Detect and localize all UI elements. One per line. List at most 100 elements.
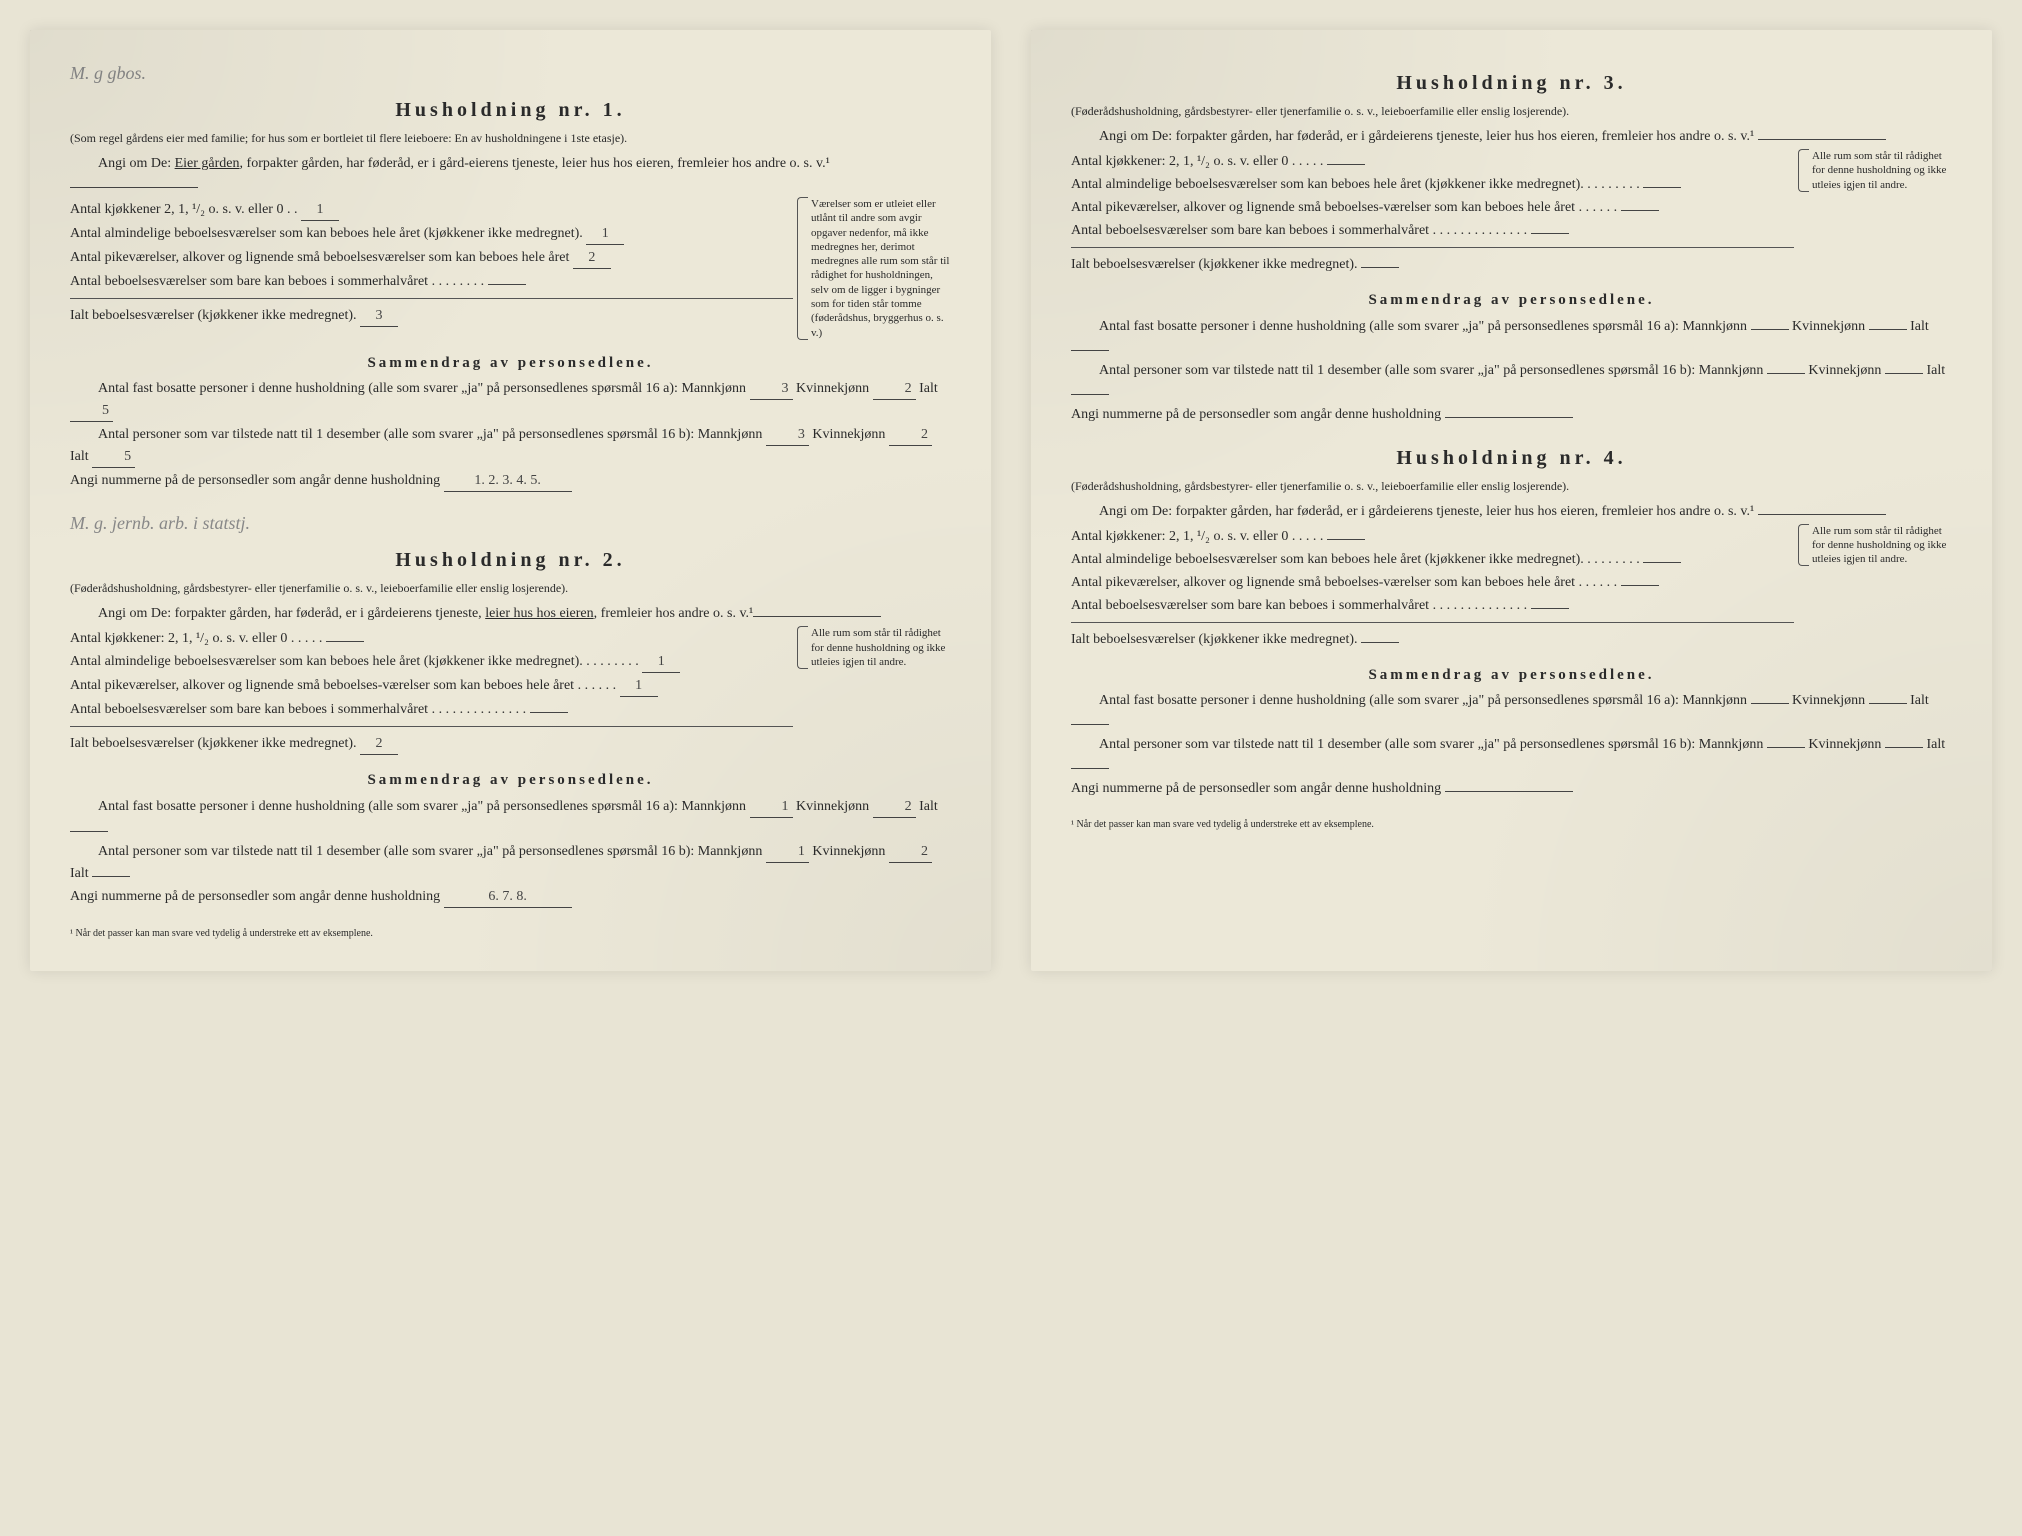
nums-label: Angi nummerne på de personsedler som ang… <box>70 473 440 488</box>
p16a-m-2: 1 <box>750 796 793 818</box>
rooms-year-label-4: Antal almindelige beboelsesværelser som … <box>1071 552 1584 567</box>
nums-val-3 <box>1445 417 1573 418</box>
footnote-right: ¹ Når det passer kan man svare ved tydel… <box>1071 817 1952 832</box>
subtitle-1: (Som regel gårdens eier med familie; for… <box>70 129 951 147</box>
rooms-year-val-4 <box>1643 562 1681 563</box>
rooms-year-val-3 <box>1643 187 1681 188</box>
maid-rooms-val-2: 1 <box>620 675 658 697</box>
summer-rooms-val-2 <box>530 712 568 713</box>
rooms-year-label-2: Antal almindelige beboelsesværelser som … <box>70 654 583 669</box>
summary-title-1: Sammendrag av personsedlene. <box>70 352 951 375</box>
total-rooms-val-3 <box>1361 267 1399 268</box>
p16a-m-4 <box>1751 703 1789 704</box>
angi-row-2: Angi om De: forpakter gården, har føderå… <box>70 603 951 624</box>
angi-prefix-2: Angi om De: <box>98 606 171 621</box>
maid-rooms-label-4: Antal pikeværelser, alkover og lignende … <box>1071 575 1575 590</box>
total-rooms-label-4: Ialt beboelsesværelser (kjøkkener ikke m… <box>1071 632 1358 647</box>
summer-rooms-label-3: Antal beboelsesværelser som bare kan beb… <box>1071 223 1429 238</box>
p16b-k-3 <box>1885 373 1923 374</box>
rooms-block-4: Antal kjøkkener: 2, 1, ¹/₂ o. s. v. elle… <box>1071 524 1952 652</box>
rooms-year-label-3: Antal almindelige beboelsesværelser som … <box>1071 177 1584 192</box>
angi-prefix-3: Angi om De: <box>1099 129 1172 144</box>
p16b-i: 5 <box>92 446 135 468</box>
summer-rooms-label-2: Antal beboelsesværelser som bare kan beb… <box>70 702 428 717</box>
p16b-m-3 <box>1767 373 1805 374</box>
total-rooms-label-3: Ialt beboelsesværelser (kjøkkener ikke m… <box>1071 257 1358 272</box>
nums-val-4 <box>1445 791 1573 792</box>
p16b-k-label-3: Kvinnekjønn <box>1808 363 1881 378</box>
household-4: Husholdning nr. 4. (Føderådshusholdning,… <box>1071 443 1952 800</box>
angi-row-4: Angi om De: forpakter gården, har føderå… <box>1071 501 1952 522</box>
side-note-4: Alle rum som står til rådighet for denne… <box>1804 524 1952 567</box>
kitchens-label-4: Antal kjøkkener: 2, 1, ¹/₂ o. s. v. elle… <box>1071 529 1288 544</box>
angi-row-3: Angi om De: forpakter gården, har føderå… <box>1071 126 1952 147</box>
p16a-k-label-2: Kvinnekjønn <box>796 799 869 814</box>
rooms-block-3: Antal kjøkkener: 2, 1, ¹/₂ o. s. v. elle… <box>1071 149 1952 277</box>
rooms-block-2: Antal kjøkkener: 2, 1, ¹/₂ o. s. v. elle… <box>70 626 951 757</box>
kitchens-val-2 <box>326 641 364 642</box>
household-2: M. g. jernb. arb. i statstj. Husholdning… <box>70 510 951 908</box>
angi-underlined-2: leier hus hos eieren <box>485 606 593 621</box>
nums-val-2: 6. 7. 8. <box>444 886 572 908</box>
p16b-m: 3 <box>766 424 809 446</box>
p16a-i: 5 <box>70 400 113 422</box>
summary-title-3: Sammendrag av personsedlene. <box>1071 289 1952 312</box>
p16a-k-label: Kvinnekjønn <box>796 381 869 396</box>
p16b-row-3: Antal personer som var tilstede natt til… <box>1071 360 1952 402</box>
summer-rooms-label: Antal beboelsesværelser som bare kan beb… <box>70 274 428 289</box>
pencil-note-1: M. g gbos. <box>70 60 951 87</box>
page-right: Husholdning nr. 3. (Føderådshusholdning,… <box>1031 30 1992 971</box>
angi-blank-4 <box>1758 514 1886 515</box>
rooms-year-val-2: 1 <box>642 651 680 673</box>
p16b-label-4: Antal personer som var tilstede natt til… <box>1099 737 1763 752</box>
p16b-label: Antal personer som var tilstede natt til… <box>98 427 762 442</box>
p16a-row-4: Antal fast bosatte personer i denne hush… <box>1071 690 1952 732</box>
subtitle-4: (Føderådshusholdning, gårdsbestyrer- ell… <box>1071 477 1952 495</box>
angi-prefix: Angi om De: <box>98 156 171 171</box>
kitchens-val-4 <box>1327 539 1365 540</box>
angi-blank-2 <box>753 616 881 617</box>
household-1: M. g gbos. Husholdning nr. 1. (Som regel… <box>70 60 951 492</box>
footnote-left: ¹ Når det passer kan man svare ved tydel… <box>70 926 951 941</box>
p16b-label-3: Antal personer som var tilstede natt til… <box>1099 363 1763 378</box>
total-rooms-val-2: 2 <box>360 733 398 755</box>
p16a-k: 2 <box>873 378 916 400</box>
p16a-label: Antal fast bosatte personer i denne hush… <box>98 381 746 396</box>
p16b-i-label-3: Ialt <box>1926 363 1945 378</box>
p16a-i-label-2: Ialt <box>919 799 938 814</box>
kitchens-label-3: Antal kjøkkener: 2, 1, ¹/₂ o. s. v. elle… <box>1071 154 1288 169</box>
page-left: M. g gbos. Husholdning nr. 1. (Som regel… <box>30 30 991 971</box>
p16a-row: Antal fast bosatte personer i denne hush… <box>70 378 951 422</box>
nums-row-3: Angi nummerne på de personsedler som ang… <box>1071 404 1952 425</box>
kitchens-label: Antal kjøkkener 2, 1, ¹/₂ o. s. v. eller… <box>70 202 283 217</box>
p16b-k-4 <box>1885 747 1923 748</box>
kitchens-val-3 <box>1327 164 1365 165</box>
rooms-block-1: Antal kjøkkener 2, 1, ¹/₂ o. s. v. eller… <box>70 197 951 340</box>
side-note-3: Alle rum som står til rådighet for denne… <box>1804 149 1952 192</box>
p16a-k-label-4: Kvinnekjønn <box>1792 693 1865 708</box>
kitchens-label-2: Antal kjøkkener: 2, 1, ¹/₂ o. s. v. elle… <box>70 631 287 646</box>
nums-label-2: Angi nummerne på de personsedler som ang… <box>70 889 440 904</box>
summary-title-4: Sammendrag av personsedlene. <box>1071 664 1952 687</box>
nums-label-4: Angi nummerne på de personsedler som ang… <box>1071 781 1441 796</box>
p16b-row-4: Antal personer som var tilstede natt til… <box>1071 734 1952 776</box>
subtitle-2: (Føderådshusholdning, gårdsbestyrer- ell… <box>70 579 951 597</box>
p16a-row-3: Antal fast bosatte personer i denne hush… <box>1071 316 1952 358</box>
p16a-k-2: 2 <box>873 796 916 818</box>
rooms-year-label: Antal almindelige beboelsesværelser som … <box>70 226 583 241</box>
summer-rooms-label-4: Antal beboelsesværelser som bare kan beb… <box>1071 598 1429 613</box>
p16b-row: Antal personer som var tilstede natt til… <box>70 424 951 468</box>
p16a-i-3 <box>1071 350 1109 351</box>
p16b-k-label-4: Kvinnekjønn <box>1808 737 1881 752</box>
heading-1: Husholdning nr. 1. <box>70 95 951 125</box>
rooms-year-val: 1 <box>586 223 624 245</box>
angi-blank-3 <box>1758 139 1886 140</box>
pencil-note-2: M. g. jernb. arb. i statstj. <box>70 510 951 537</box>
p16b-i-4 <box>1071 768 1109 769</box>
nums-val: 1. 2. 3. 4. 5. <box>444 470 572 492</box>
p16a-i-4 <box>1071 724 1109 725</box>
household-3: Husholdning nr. 3. (Føderådshusholdning,… <box>1071 68 1952 425</box>
angi-options-3: forpakter gården, har føderåd, er i gård… <box>1176 129 1755 144</box>
summer-rooms-val-3 <box>1531 233 1569 234</box>
heading-4: Husholdning nr. 4. <box>1071 443 1952 473</box>
